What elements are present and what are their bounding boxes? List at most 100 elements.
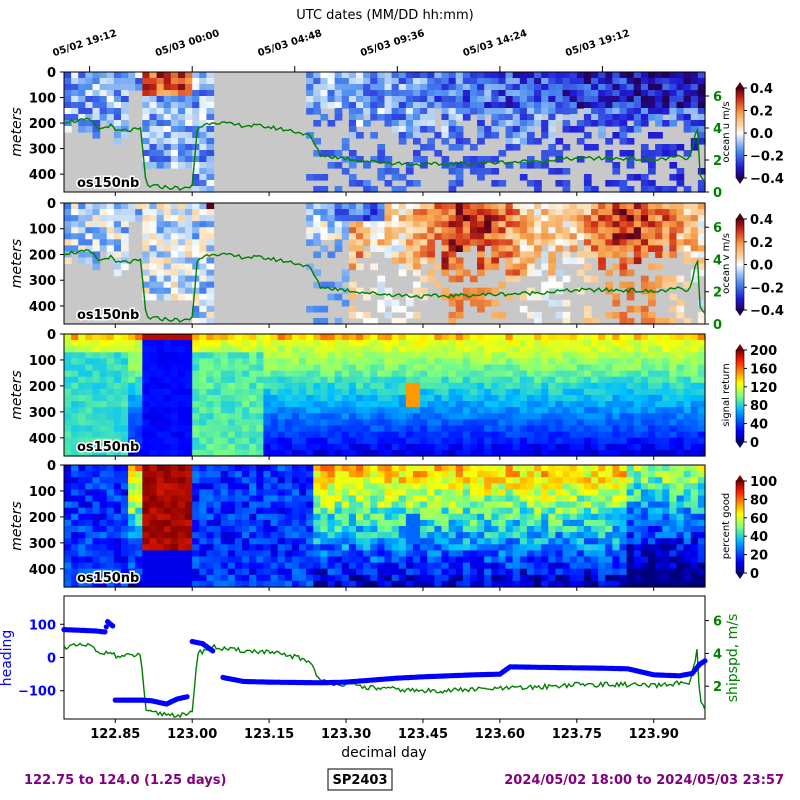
heatmap-cell — [135, 419, 143, 427]
heatmap-cell — [242, 395, 250, 402]
colorbar-tick-label: 0.4 — [750, 82, 773, 97]
heatmap-cell — [491, 215, 500, 222]
heatmap-cell — [263, 550, 272, 558]
heatmap-cell — [199, 395, 208, 402]
heatmap-cell — [270, 532, 279, 539]
heatmap-cell — [64, 346, 72, 353]
heatmap-cell — [263, 364, 272, 372]
heatmap-cell — [398, 72, 407, 79]
heatmap-cell — [206, 78, 215, 85]
heatmap-cell — [370, 526, 378, 533]
heatmap-cell — [548, 84, 557, 91]
heatmap-cell — [242, 568, 250, 576]
heatmap-cell — [206, 401, 215, 408]
heatmap-cell — [177, 334, 186, 341]
heatmap-cell — [199, 263, 208, 271]
heatmap-cell — [420, 156, 428, 163]
heatmap-cell — [377, 501, 386, 509]
heatmap-cells — [64, 72, 706, 193]
heatmap-cell — [85, 556, 94, 564]
heatmap-cell — [234, 562, 243, 570]
heatmap-cell — [277, 538, 286, 545]
heatmap-cell — [669, 186, 678, 193]
heatmap-cell — [348, 580, 357, 588]
heatmap-cell — [412, 311, 421, 319]
heatmap-cell — [206, 311, 215, 319]
heatmap-cell — [291, 346, 300, 353]
heatmap-cell — [377, 465, 386, 472]
heatmap-cell — [249, 382, 257, 390]
heatmap-cell — [405, 443, 414, 451]
heatmap-cell — [149, 431, 158, 439]
heatmap-cell — [384, 507, 393, 515]
heatmap-cell — [455, 395, 464, 402]
heatmap-cell — [576, 346, 585, 353]
heatmap-cell — [284, 513, 293, 521]
heatmap-cell — [64, 425, 72, 433]
heatmap-cell — [576, 382, 585, 390]
heatmap-cell — [505, 90, 514, 97]
heatmap-cell — [619, 419, 628, 427]
heatmap-cell — [341, 138, 350, 145]
heatmap-cell — [341, 471, 350, 478]
heatmap-cell — [348, 233, 357, 240]
heatmap-cell — [591, 72, 599, 79]
heatmap-cell — [113, 501, 122, 509]
heatmap-cell — [170, 352, 179, 359]
heatmap-cell — [512, 114, 521, 121]
heatmap-cell — [263, 340, 272, 347]
heatmap-cell — [484, 203, 492, 210]
heatmap-cell — [177, 580, 186, 588]
heatmap-cell — [163, 580, 172, 588]
heatmap-cell — [420, 519, 428, 527]
heatmap-cell — [548, 269, 557, 277]
heatmap-cell — [683, 419, 692, 427]
heatmap-cell — [170, 287, 179, 295]
heatmap-cell — [598, 425, 606, 433]
colorbar-tick-label: 160 — [750, 362, 777, 377]
heatmap-cell — [583, 120, 592, 127]
heatmap-cell — [676, 395, 685, 402]
heatmap-cell — [640, 251, 649, 259]
heatmap-cell — [398, 174, 407, 181]
heatmap-cell — [170, 269, 179, 277]
heatmap-cell — [370, 544, 378, 551]
heatmap-cell — [541, 395, 549, 402]
heatmap-cell — [391, 526, 400, 533]
heatmap-cell — [99, 90, 108, 97]
heatmap-cell — [220, 495, 229, 503]
heatmap-cell — [156, 72, 165, 79]
heatmap-cell — [348, 562, 357, 570]
heatmap-cell — [391, 102, 400, 109]
heatmap-cell — [434, 388, 443, 396]
heatmap-cell — [462, 334, 471, 341]
heatmap-cell — [384, 550, 393, 558]
heatmap-cell — [120, 501, 129, 509]
heatmap-cell — [420, 108, 428, 115]
heatmap-cell — [341, 364, 350, 372]
heatmap-cell — [220, 395, 229, 402]
heatmap-cell — [149, 221, 158, 228]
heatmap-cell — [206, 299, 215, 307]
heatmap-cell — [505, 413, 514, 420]
heatmap-cell — [320, 221, 329, 228]
heatmap-cell — [327, 477, 336, 484]
heatmap-cell — [391, 72, 400, 79]
heatmap-cell — [163, 126, 172, 133]
heatmap-cell — [313, 78, 321, 85]
heatmap-cell — [469, 443, 478, 451]
heatmap-cell — [306, 471, 314, 478]
heatmap-cell — [270, 443, 279, 451]
heatmap-cell — [526, 425, 535, 433]
heatmap-cell — [192, 221, 200, 228]
heatmap-cell — [320, 364, 329, 372]
heatmap-cell — [199, 507, 208, 515]
heatmap-cell — [519, 340, 528, 347]
heatmap-cell — [341, 574, 350, 582]
heatmap-cell — [334, 293, 343, 301]
heatmap-cell — [149, 293, 158, 301]
heatmap-cell — [548, 346, 557, 353]
heatmap-cell — [356, 580, 364, 588]
heatmap-cell — [120, 407, 129, 414]
heatmap-cell — [405, 407, 414, 414]
